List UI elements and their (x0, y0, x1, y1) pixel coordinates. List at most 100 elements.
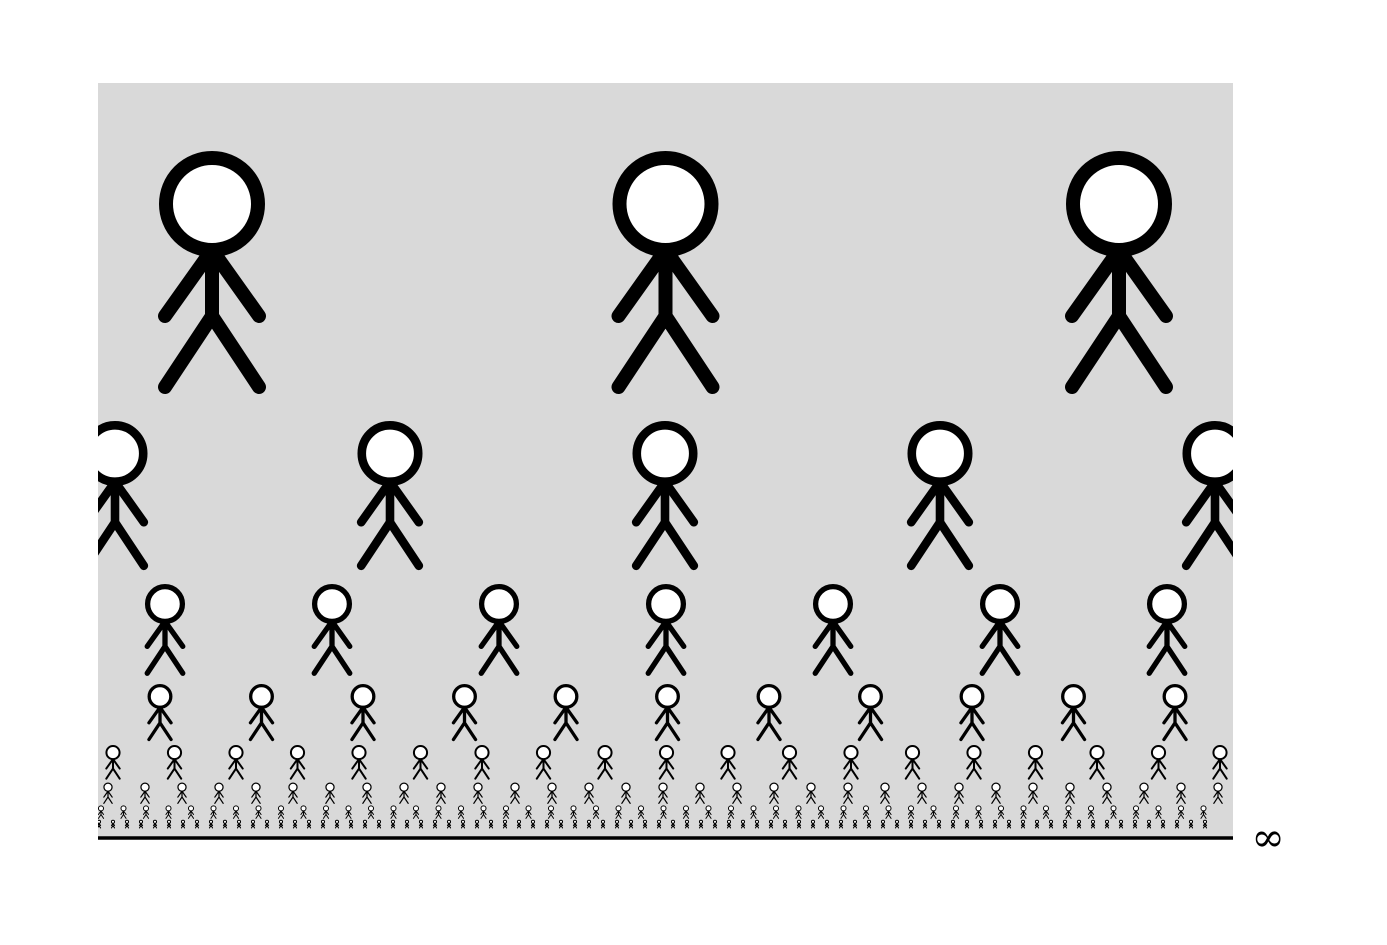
stick-figure (600, 819, 606, 829)
stick-figure-head (289, 745, 306, 761)
stick-figure-head (1182, 421, 1233, 487)
stick-figure (480, 805, 487, 819)
stick-figure (756, 684, 782, 742)
stick-figure (796, 819, 802, 829)
stick-figure (592, 805, 600, 819)
stick-figure-head (446, 819, 452, 824)
stick-figure (320, 819, 326, 829)
stick-figure-head (1027, 745, 1044, 761)
stick-figure-head (570, 805, 577, 812)
stick-figure (390, 819, 396, 829)
stick-figure (682, 805, 690, 819)
stick-figure-head (474, 745, 490, 761)
stick-figure (922, 819, 928, 829)
stick-figure-head (1162, 684, 1188, 709)
stick-figure (435, 805, 442, 819)
stick-figure (510, 782, 520, 804)
stick-figure-head (843, 745, 859, 761)
stick-figure-head (1160, 819, 1166, 824)
stick-figure (750, 805, 757, 819)
stick-figure (1118, 819, 1124, 829)
stick-figure-head (553, 684, 579, 709)
stick-figure (964, 819, 970, 829)
stick-figure (474, 819, 480, 829)
stick-figure (158, 151, 266, 394)
stick-figure (1065, 151, 1173, 394)
stick-figure (1028, 782, 1038, 804)
stick-figure (228, 745, 244, 780)
stick-figure (1150, 745, 1167, 780)
stick-figure-head (435, 805, 442, 812)
stick-figure (637, 805, 645, 819)
stick-figure (436, 782, 446, 804)
stick-figure (502, 805, 510, 819)
stick-figure (658, 782, 668, 804)
stick-figure (862, 805, 870, 819)
stick-figure (978, 819, 984, 829)
stick-figure (1090, 819, 1096, 829)
stick-figure (628, 819, 634, 829)
stick-figure (812, 584, 854, 676)
stick-figure-head (907, 420, 973, 487)
stick-figure (615, 805, 622, 819)
stick-figure-head (866, 819, 872, 824)
stick-figure (1213, 782, 1223, 804)
stick-figure-head (950, 819, 956, 824)
stick-figure-head (806, 782, 816, 792)
stick-figure (781, 745, 798, 780)
stick-figure (516, 819, 522, 829)
stick-figure (1020, 819, 1026, 829)
stick-figure-head (1020, 805, 1027, 812)
stick-figure (311, 584, 353, 676)
stick-figure (817, 805, 825, 819)
stick-figure-head (628, 819, 634, 824)
stick-figure-head (772, 805, 780, 812)
stick-figure-head (516, 819, 522, 824)
stick-figure (572, 819, 578, 829)
stick-figure-head (452, 684, 477, 709)
stick-figure-head (525, 805, 532, 812)
stick-figure-head (642, 819, 648, 824)
stick-figure (412, 805, 420, 819)
stick-figure (670, 819, 676, 829)
stick-figure-head (612, 151, 719, 257)
stick-figure-head (120, 805, 127, 812)
stick-figure (502, 819, 508, 829)
stick-figure (446, 819, 452, 829)
stick-figure (144, 584, 186, 676)
stick-figure-head (1132, 805, 1140, 812)
stick-figure (806, 782, 816, 804)
stick-figure-head (530, 819, 536, 824)
stick-figure (166, 745, 183, 780)
stick-figure (98, 805, 105, 819)
stick-figure (535, 745, 552, 780)
stick-figure-head (621, 782, 631, 792)
stick-figure (236, 819, 242, 829)
stick-figure (997, 805, 1005, 819)
stick-figure (1062, 819, 1068, 829)
stick-figure (418, 819, 424, 829)
stick-figure-head (645, 584, 687, 625)
stick-figure (966, 745, 982, 780)
stick-figure-head (954, 782, 964, 792)
stick-figure (885, 805, 892, 819)
stick-figure (1132, 805, 1140, 819)
stick-figure-head (1202, 819, 1208, 824)
stick-figure-head (1176, 782, 1186, 792)
stick-figure-head (251, 782, 261, 792)
stick-figure (1042, 805, 1050, 819)
stick-figure-head (159, 151, 265, 257)
stick-figure (474, 745, 490, 780)
stick-figure (277, 805, 285, 819)
infinity-label: ∞ (1251, 815, 1284, 861)
stick-figure-head (558, 819, 564, 824)
stick-figure (264, 819, 270, 829)
stick-figure-head (838, 819, 844, 824)
stick-figure (98, 421, 149, 571)
stick-figure (840, 805, 847, 819)
stick-figure (654, 684, 681, 742)
stick-figure-head (824, 819, 830, 824)
stick-figure-head (474, 819, 480, 824)
stick-figure-head (1146, 819, 1152, 824)
stick-figure-head (502, 819, 508, 824)
